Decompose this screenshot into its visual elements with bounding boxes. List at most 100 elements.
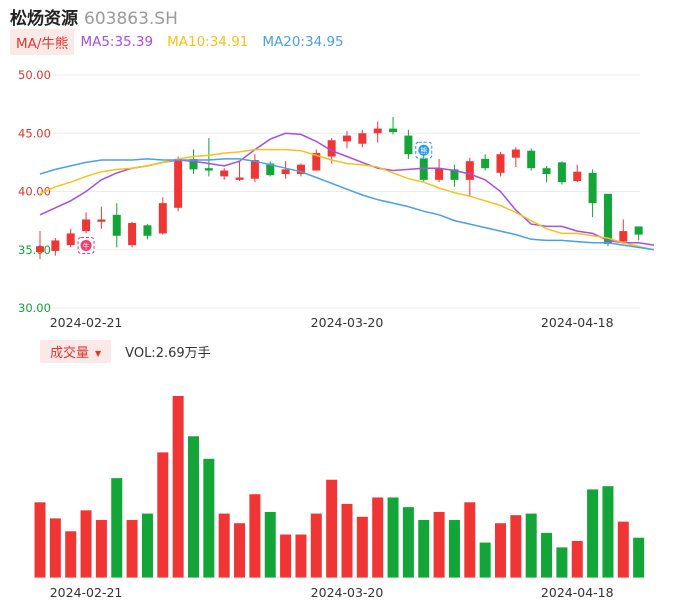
volume-bar xyxy=(525,513,537,578)
candle-body xyxy=(542,168,551,175)
volume-toggle-button[interactable]: 成交量 ▼ xyxy=(40,339,112,363)
candle-body xyxy=(250,160,259,179)
volume-bar xyxy=(34,502,46,578)
caret-down-icon: ▼ xyxy=(95,348,102,358)
candle-body xyxy=(220,170,229,177)
candle-body xyxy=(343,135,351,142)
candle-body xyxy=(358,133,367,144)
signal-markers: 牛熊 xyxy=(77,141,433,254)
candle-body xyxy=(419,158,428,180)
candle-body xyxy=(312,153,321,171)
ma-toggle-button[interactable]: MA/牛熊 xyxy=(10,29,75,55)
volume-bar xyxy=(157,452,169,578)
volume-bar xyxy=(387,497,399,578)
x-tick-label: 2024-04-18 xyxy=(541,585,614,600)
candle-body xyxy=(573,171,582,182)
volume-bar xyxy=(617,521,629,578)
ma20-line xyxy=(39,158,655,251)
candle-body xyxy=(557,162,566,183)
volume-bar xyxy=(280,534,292,578)
volume-date-axis: 2024-02-21 2024-03-20 2024-04-18 xyxy=(50,585,614,600)
marker-frame xyxy=(415,141,433,159)
volume-bar xyxy=(295,534,307,578)
candle-body xyxy=(36,246,44,253)
volume-bar xyxy=(479,542,491,578)
volume-bar xyxy=(264,511,276,578)
volume-bar xyxy=(433,511,445,578)
volume-bar xyxy=(141,513,153,578)
volume-bar xyxy=(310,513,322,578)
volume-bar xyxy=(541,532,553,578)
volume-bar xyxy=(80,510,92,578)
candle-body xyxy=(204,168,213,171)
y-tick-label: 35.00 xyxy=(18,243,51,257)
volume-bar xyxy=(495,523,506,578)
ma20-legend: MA20:34.95 xyxy=(262,34,344,50)
moving-average-lines xyxy=(39,132,655,251)
volume-value: VOL:2.69万手 xyxy=(125,345,211,361)
volume-bar xyxy=(448,520,460,578)
volume-bar xyxy=(571,540,583,578)
volume-bar xyxy=(556,547,568,578)
bear-marker-icon: 熊 xyxy=(415,141,433,159)
y-tick-label: 30.00 xyxy=(18,301,51,315)
volume-bar xyxy=(602,486,614,578)
price-axis-labels: 50.00 45.00 40.00 35.00 30.00 xyxy=(18,68,51,315)
marker-label: 熊 xyxy=(420,146,427,155)
candlesticks xyxy=(36,116,643,260)
ma10-legend: MA10:34.91 xyxy=(167,34,249,50)
candle-body xyxy=(435,168,444,180)
candle-body xyxy=(450,169,459,180)
volume-bars xyxy=(34,396,645,579)
candle-body xyxy=(66,233,75,246)
volume-bar xyxy=(372,497,384,578)
candle-body xyxy=(296,164,305,175)
volume-bar xyxy=(464,502,476,578)
candle-body xyxy=(404,135,413,155)
candle-body xyxy=(496,154,505,173)
volume-bar xyxy=(326,479,338,578)
volume-bar xyxy=(111,478,123,578)
candle-body xyxy=(373,128,382,134)
candle-body xyxy=(481,158,490,169)
candle-body xyxy=(158,203,167,234)
y-tick-label: 45.00 xyxy=(18,126,51,140)
volume-bar xyxy=(587,489,599,578)
volume-bar xyxy=(65,531,77,578)
stock-name: 松炀资源 xyxy=(10,9,78,29)
marker-label: 牛 xyxy=(83,241,90,250)
candle-body xyxy=(235,177,244,180)
volume-bar xyxy=(172,396,184,578)
volume-bar xyxy=(234,523,246,578)
volume-bar xyxy=(418,520,430,578)
candle-body xyxy=(174,158,183,208)
volume-bar xyxy=(188,436,199,578)
volume-bar xyxy=(249,494,261,578)
candle-body xyxy=(281,169,290,175)
volume-bar xyxy=(218,513,230,578)
candle-body xyxy=(112,214,121,236)
candle-body xyxy=(527,150,536,169)
candle-body xyxy=(97,219,106,222)
price-date-axis: 2024-02-21 2024-03-20 2024-04-18 xyxy=(50,315,614,330)
ma5-legend: MA5:35.39 xyxy=(80,34,154,50)
ma-legend: MA/牛熊 MA5:35.39 MA10:34.91 MA20:34.95 xyxy=(10,29,358,55)
marker-dot xyxy=(418,144,430,156)
stock-code: 603863.SH xyxy=(84,9,178,29)
candle-body xyxy=(389,128,398,133)
candle-body xyxy=(588,172,597,204)
volume-bar xyxy=(341,503,353,578)
y-tick-label: 50.00 xyxy=(18,68,51,82)
x-tick-label: 2024-03-20 xyxy=(311,585,384,600)
candle-body xyxy=(189,158,198,170)
x-tick-label: 2024-04-18 xyxy=(541,315,614,330)
candle-body xyxy=(634,226,643,235)
y-tick-label: 40.00 xyxy=(18,185,51,199)
volume-bar xyxy=(633,537,645,578)
volume-bar xyxy=(203,458,215,578)
volume-toggle-label: 成交量 xyxy=(50,345,90,361)
price-grid xyxy=(36,74,640,309)
candle-body xyxy=(603,193,612,244)
stock-header: 松炀资源 603863.SH xyxy=(10,4,178,29)
